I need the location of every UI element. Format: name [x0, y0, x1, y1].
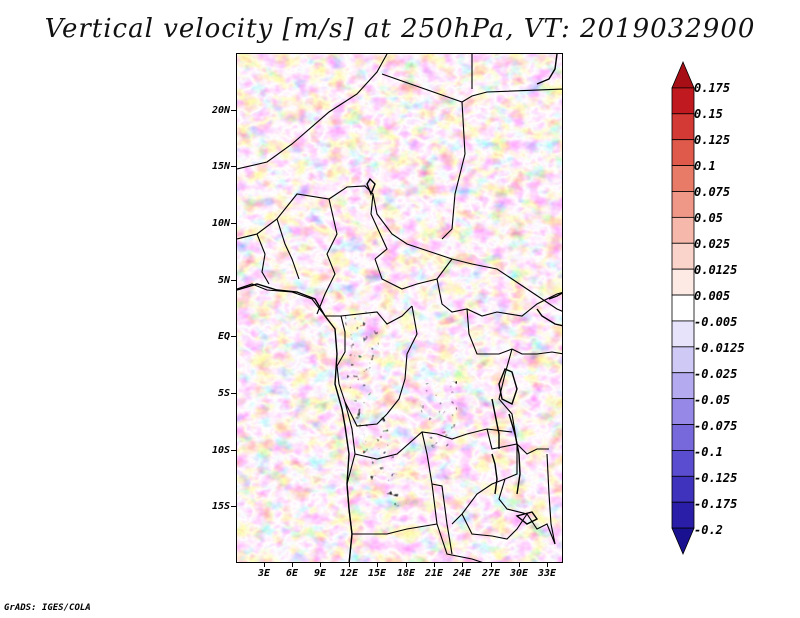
lon-label-33e: 33E: [537, 568, 557, 579]
lon-tick: [462, 563, 463, 567]
lon-label-3e: 3E: [257, 568, 271, 579]
lat-label-20n: 20N: [211, 105, 230, 116]
lon-label-15e: 15E: [367, 568, 387, 579]
colorbar-segment: [671, 87, 695, 115]
lon-tick: [491, 563, 492, 567]
lon-tick: [320, 563, 321, 567]
lon-tick: [434, 563, 435, 567]
colorbar-label: -0.025: [694, 367, 738, 381]
map-panel: [236, 53, 563, 563]
lat-label-15n: 15N: [211, 161, 230, 172]
colorbar-segment: [671, 372, 695, 400]
colorbar-label: 0.1: [694, 159, 716, 173]
lat-tick: [231, 280, 236, 281]
colorbar-label: -0.005: [694, 315, 738, 329]
lat-label-5s: 5S: [217, 388, 230, 399]
lon-label-12e: 12E: [339, 568, 359, 579]
colorbar-bottom-arrow: [671, 527, 695, 556]
lat-label-15s: 15S: [211, 501, 230, 512]
lon-tick: [519, 563, 520, 567]
colorbar-segment: [671, 113, 695, 141]
colorbar-segment: [671, 450, 695, 477]
colorbar-label: 0.075: [694, 185, 731, 199]
colorbar-segment: [671, 165, 695, 192]
coastlines-lakes: [237, 54, 562, 562]
colorbar-segment: [671, 216, 695, 244]
lon-label-18e: 18E: [396, 568, 416, 579]
colorbar-label: -0.05: [694, 393, 731, 407]
lon-label-6e: 6E: [285, 568, 299, 579]
lat-label-10n: 10N: [211, 218, 230, 229]
lat-label-10s: 10S: [211, 445, 230, 456]
colorbar-label: 0.025: [694, 237, 731, 251]
lat-tick: [231, 336, 236, 337]
lon-tick: [264, 563, 265, 567]
velocity-field-map: [237, 54, 562, 562]
colorbar-label: 0.175: [694, 81, 731, 95]
lon-label-27e: 27E: [481, 568, 501, 579]
colorbar-label: -0.1: [694, 445, 723, 459]
lat-tick: [231, 393, 236, 394]
map-title: Vertical velocity [m/s] at 250hPa, VT: 2…: [44, 14, 756, 44]
lon-label-21e: 21E: [424, 568, 444, 579]
colorbar-label: -0.175: [694, 497, 738, 511]
colorbar-label: -0.0125: [694, 341, 745, 355]
lat-tick: [231, 110, 236, 111]
lat-tick: [231, 506, 236, 507]
colorbar-segment: [671, 242, 695, 270]
colorbar: [671, 60, 695, 556]
colorbar-segment: [671, 294, 695, 322]
lon-label-30e: 30E: [509, 568, 529, 579]
colorbar-segment: [671, 320, 695, 348]
colorbar-label: 0.125: [694, 133, 731, 147]
lon-tick: [377, 563, 378, 567]
lon-tick: [292, 563, 293, 567]
colorbar-label: 0.05: [694, 211, 723, 225]
colorbar-segment: [671, 268, 695, 296]
colorbar-segment: [671, 346, 695, 374]
colorbar-segment: [671, 398, 695, 425]
colorbar-segment: [671, 475, 695, 503]
lat-label-5n: 5N: [217, 275, 230, 286]
lon-tick: [547, 563, 548, 567]
colorbar-label: -0.125: [694, 471, 738, 485]
colorbar-label: 0.0125: [694, 263, 738, 277]
colorbar-label: 0.15: [694, 107, 723, 121]
lat-tick: [231, 450, 236, 451]
lon-tick: [406, 563, 407, 567]
lon-label-24e: 24E: [452, 568, 472, 579]
lon-label-9e: 9E: [313, 568, 327, 579]
lat-tick: [231, 223, 236, 224]
colorbar-segment: [671, 191, 695, 218]
lat-tick: [231, 166, 236, 167]
colorbar-label: -0.2: [694, 523, 723, 537]
lat-label-eq: EQ: [217, 331, 230, 342]
lon-tick: [349, 563, 350, 567]
colorbar-segment: [671, 139, 695, 166]
colorbar-segment: [671, 424, 695, 451]
colorbar-top-arrow: [671, 60, 695, 89]
colorbar-segment: [671, 501, 695, 529]
grads-credit: GrADS: IGES/COLA: [4, 603, 91, 613]
colorbar-label: 0.005: [694, 289, 731, 303]
colorbar-label: -0.075: [694, 419, 738, 433]
